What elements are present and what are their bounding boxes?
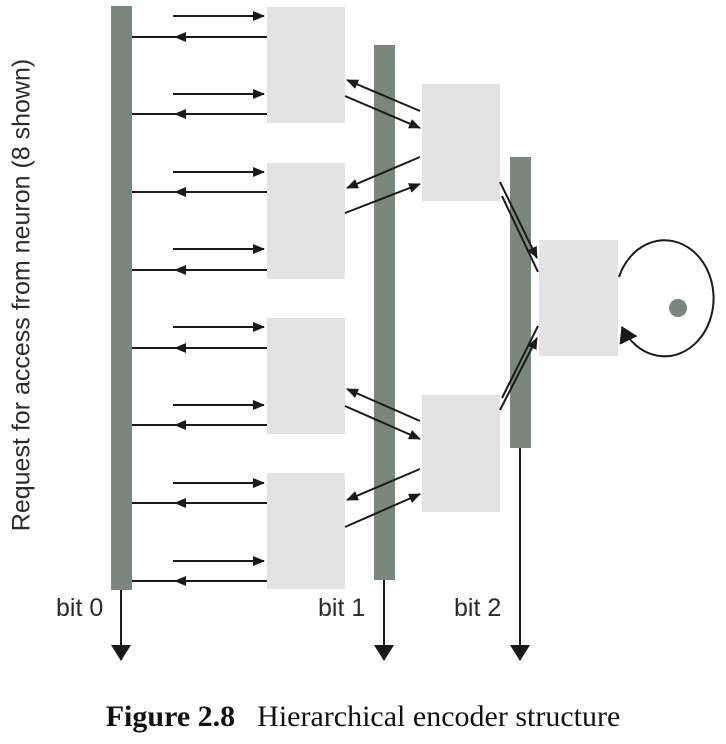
encoder-cell-root	[539, 240, 618, 356]
output-arrows	[111, 448, 530, 661]
ack-arrow	[501, 195, 539, 273]
bit2-bus	[510, 157, 531, 448]
bit2-label: bit 2	[454, 594, 502, 622]
root-dot	[669, 299, 687, 317]
encoder-cells-level-1	[422, 84, 500, 512]
encoder-cell	[422, 395, 500, 512]
root-loop-arrow	[618, 239, 715, 358]
request-arrow	[344, 405, 421, 440]
request-arrow	[344, 183, 421, 214]
level1-connections	[344, 79, 421, 528]
bit1-bus	[374, 45, 395, 580]
request-arrow	[499, 181, 538, 259]
ack-arrow	[346, 79, 421, 112]
bit0-label: bit 0	[56, 594, 104, 622]
encoder-cell	[267, 163, 345, 279]
figure-caption: Figure 2.8 Hierarchical encoder structure	[0, 700, 726, 734]
ack-arrow	[346, 468, 421, 501]
request-arrow	[499, 337, 538, 411]
encoder-diagram	[111, 6, 715, 661]
encoder-cell	[422, 84, 500, 201]
request-arrow	[344, 95, 421, 129]
encoder-cell	[267, 318, 345, 434]
figure-number: Figure 2.8	[105, 700, 236, 733]
figure-title: Hierarchical encoder structure	[257, 700, 621, 733]
neuron-request-arrows	[132, 11, 267, 586]
encoder-cell	[267, 473, 345, 589]
request-arrow	[344, 493, 421, 528]
ack-arrow	[501, 325, 539, 399]
encoder-cells-level-0	[267, 7, 345, 589]
level2-connections	[499, 181, 539, 411]
bit0-bus	[111, 6, 132, 590]
ack-arrow	[346, 388, 421, 422]
bit1-label: bit 1	[318, 594, 366, 622]
ack-arrow	[346, 156, 421, 189]
encoder-cell	[267, 7, 345, 123]
